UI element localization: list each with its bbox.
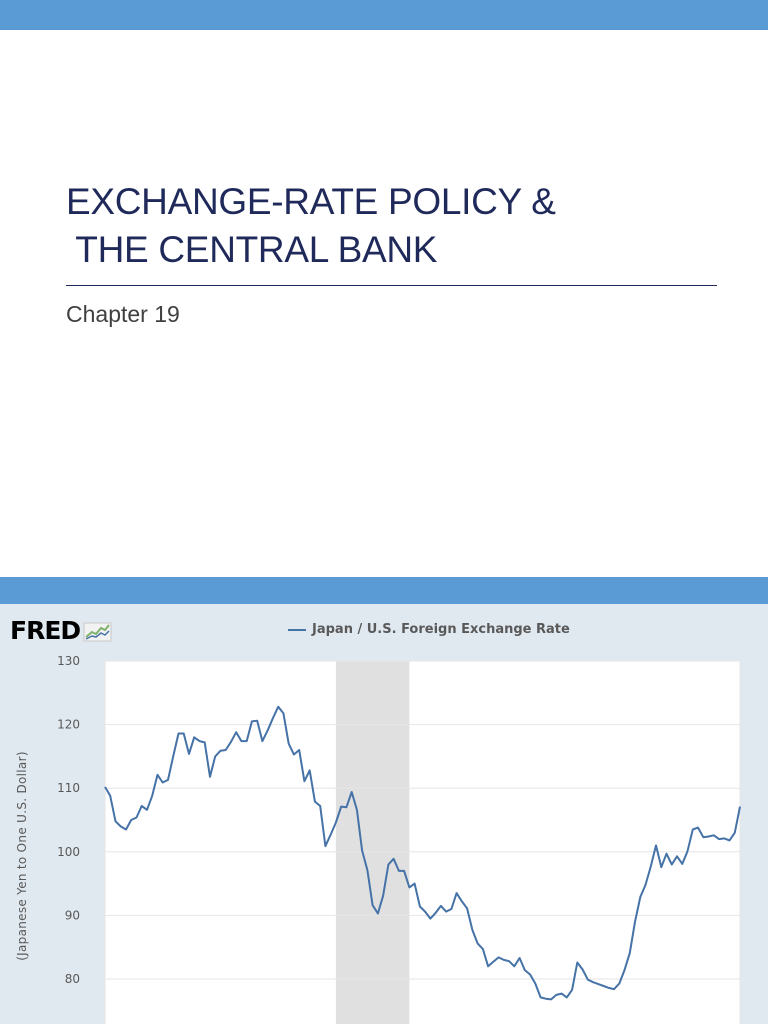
slide-subtitle: Chapter 19 [66, 301, 180, 327]
slide-title: EXCHANGE-RATE POLICY & THE CENTRAL BANK [66, 178, 746, 274]
y-axis-label: (Japanese Yen to One U.S. Dollar) [15, 751, 29, 961]
exchange-rate-line [104, 705, 741, 1001]
fred-logo: FRED [10, 618, 113, 643]
chart-legend: Japan / U.S. Foreign Exchange Rate [288, 622, 570, 637]
grid-lines [104, 660, 741, 1024]
recession-shading [335, 661, 410, 1024]
slide-title-line-2: THE CENTRAL BANK [66, 229, 438, 270]
y-tick-label-110: 110 [57, 781, 80, 795]
fred-graph-icon [83, 622, 112, 641]
y-tick-label-90: 90 [65, 908, 80, 922]
plot-area [105, 661, 740, 1024]
y-tick-label-130: 130 [57, 654, 80, 668]
title-divider [66, 285, 717, 286]
legend-swatch [288, 628, 306, 631]
y-tick-label-120: 120 [57, 718, 80, 732]
fred-logo-text: FRED [10, 616, 81, 645]
y-tick-label-80: 80 [65, 972, 80, 986]
slide-title-line-1: EXCHANGE-RATE POLICY & [66, 181, 556, 222]
y-tick-labels: 80 90 100 110 120 130 [57, 654, 80, 986]
y-tick-label-100: 100 [57, 845, 80, 859]
top-accent-band [0, 0, 768, 30]
legend-label: Japan / U.S. Foreign Exchange Rate [312, 622, 570, 637]
fred-chart: 80 90 100 110 120 130 FRED Japan / U.S. Forei… [0, 604, 768, 1024]
chart-canvas: 80 90 100 110 120 130 [57, 654, 741, 1024]
middle-accent-band [0, 577, 768, 604]
